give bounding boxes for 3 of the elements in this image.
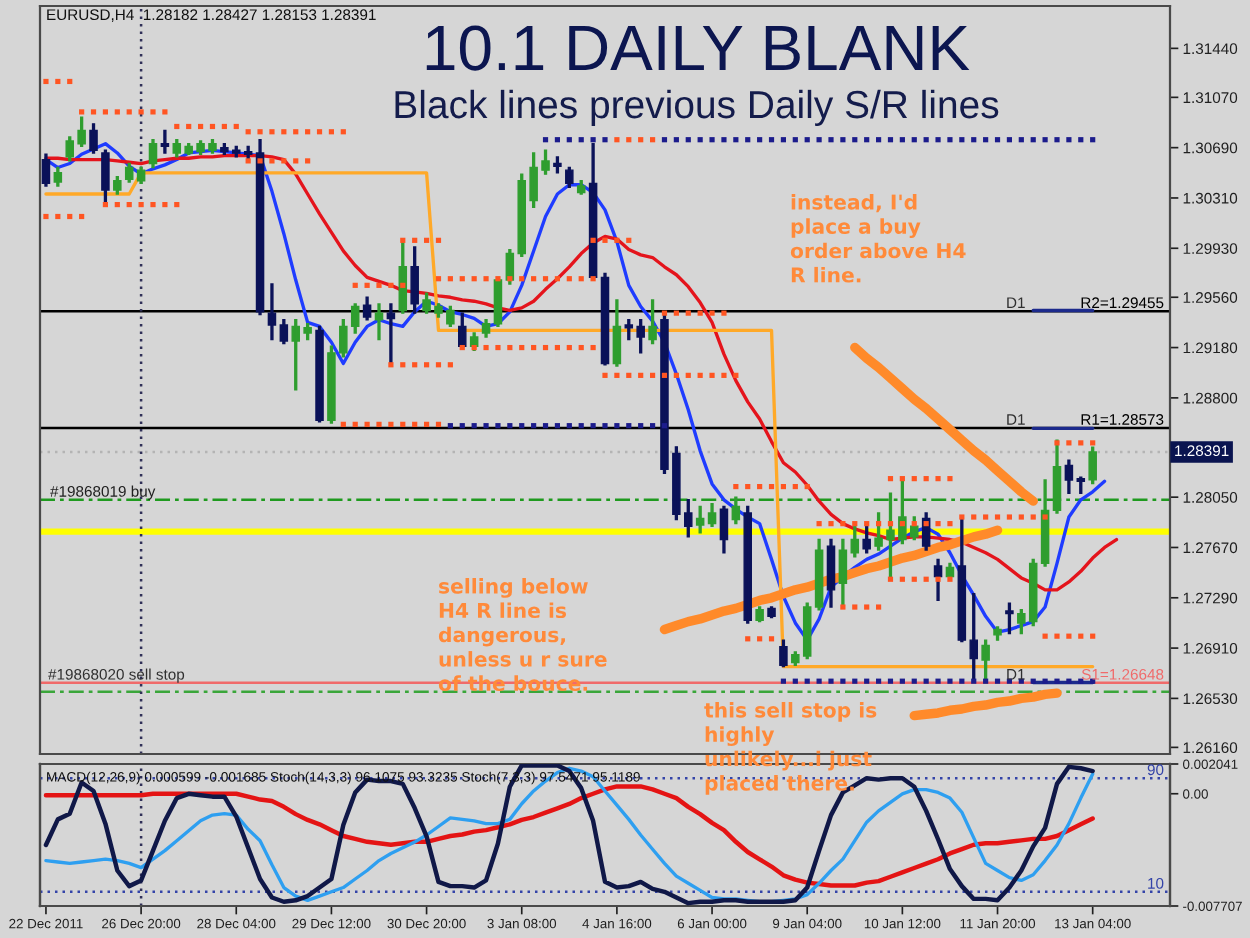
annotation: instead, I'd place a buy order above H4 R line.	[790, 194, 966, 283]
text: Black lines previous Daily S/R lines	[395, 89, 999, 127]
chart-title: 10.1 DAILY BLANK	[426, 25, 970, 71]
